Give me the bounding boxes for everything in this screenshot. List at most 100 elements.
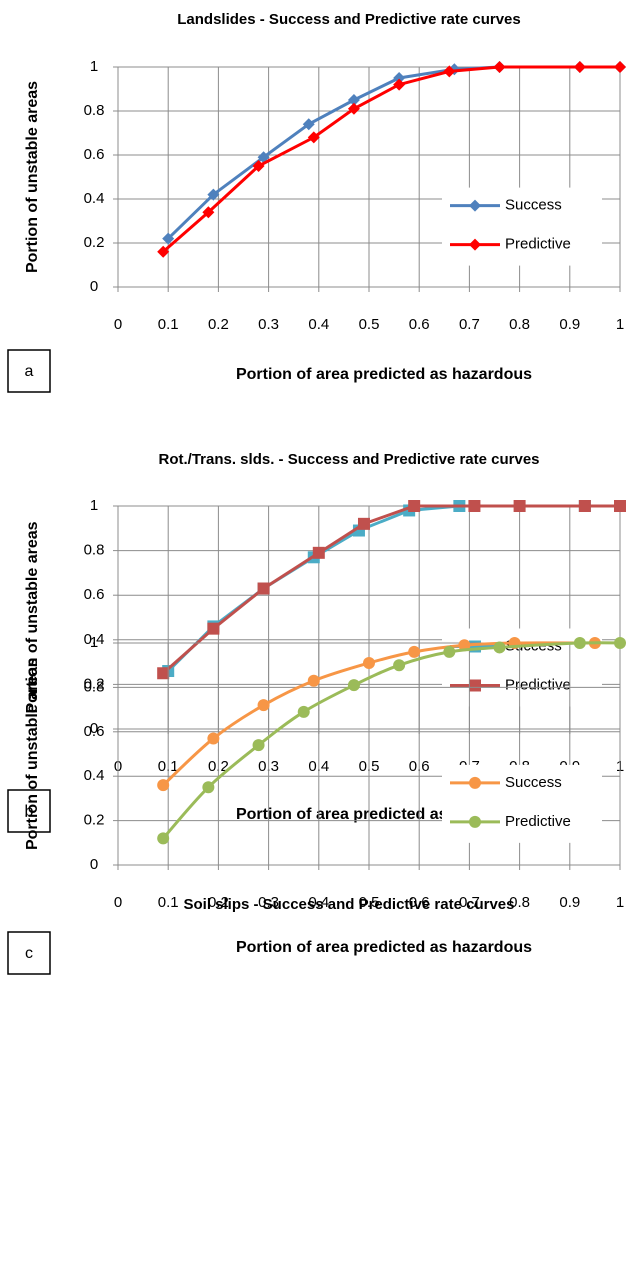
x-tick-label: 0.2 [208, 316, 229, 333]
x-tick-label: 0.2 [208, 894, 229, 911]
y-tick-label: 0.2 [84, 675, 105, 692]
marker [469, 815, 481, 828]
marker [614, 637, 626, 649]
marker [469, 238, 481, 251]
x-tick-label: 0.3 [258, 316, 279, 333]
marker [157, 832, 170, 845]
marker [408, 645, 421, 658]
marker [257, 582, 270, 595]
marker [252, 739, 265, 752]
legend-box [442, 187, 602, 266]
y-axis-label: Portion of unstable areas [24, 658, 41, 850]
marker [614, 61, 626, 73]
marker [307, 131, 320, 144]
panel-box [7, 349, 51, 393]
marker [513, 500, 526, 512]
marker [614, 500, 626, 512]
marker [302, 118, 315, 131]
chart-title: Landslides - Success and Predictive rate… [177, 11, 521, 28]
marker [162, 232, 175, 245]
y-tick-label: 0.2 [84, 234, 105, 251]
panel-label: b [25, 803, 34, 820]
legend-box [442, 764, 602, 843]
x-tick-label: 0.9 [559, 894, 580, 911]
marker [469, 776, 481, 789]
x-tick-label: 0.7 [459, 316, 480, 333]
marker [347, 94, 360, 106]
y-tick-label: 0.8 [84, 678, 105, 695]
y-tick-label: 1 [90, 634, 98, 651]
x-tick-label: 0 [114, 316, 122, 333]
marker [207, 622, 220, 635]
chart-title: Rot./Trans. slds. - Success and Predicti… [159, 451, 540, 468]
y-tick-label: 0.8 [84, 542, 105, 559]
marker [207, 188, 220, 201]
x-tick-label: 0 [114, 894, 122, 911]
x-tick-label: 0.3 [258, 894, 279, 911]
marker [443, 645, 456, 658]
x-tick-label: 0.6 [409, 894, 430, 911]
x-tick-label: 0.7 [459, 894, 480, 911]
marker [307, 674, 320, 687]
y-tick-label: 0.4 [84, 190, 105, 207]
y-tick-label: 0 [90, 856, 98, 873]
marker [297, 705, 310, 718]
marker [157, 779, 170, 792]
y-tick-label: 0 [90, 720, 98, 737]
marker [573, 61, 586, 73]
series-line [162, 65, 620, 253]
legend-label: Predictive [505, 236, 571, 253]
marker [393, 659, 406, 672]
x-axis-label: Portion of area predicted as hazardous [236, 939, 532, 956]
series-line [162, 504, 620, 675]
marker [443, 65, 456, 78]
marker [493, 641, 506, 654]
marker [357, 517, 370, 530]
y-tick-label: 0.4 [84, 631, 105, 648]
x-tick-label: 0.4 [308, 894, 329, 911]
y-tick-label: 0.6 [84, 586, 105, 603]
marker [207, 732, 220, 745]
x-tick-label: 0.9 [559, 316, 580, 333]
marker [493, 61, 506, 73]
marker [202, 206, 215, 219]
marker [257, 699, 270, 712]
x-tick-label: 0.1 [158, 894, 179, 911]
x-axis-label: Portion of area predicted as hazardous [236, 366, 532, 383]
panel-box [7, 789, 51, 833]
y-tick-label: 0 [90, 278, 98, 295]
x-tick-label: 0.5 [359, 894, 380, 911]
marker [157, 245, 170, 258]
x-tick-label: 0.1 [158, 316, 179, 333]
marker [393, 78, 406, 91]
y-tick-label: 0.6 [84, 723, 105, 740]
marker [469, 679, 481, 692]
x-tick-label: 0.8 [509, 894, 530, 911]
panel-box [7, 931, 51, 975]
y-tick-label: 1 [90, 58, 98, 75]
panel-label: c [25, 945, 33, 962]
y-axis-label: Portion of unstable areas [24, 521, 41, 713]
marker [408, 500, 421, 512]
legend-label: Predictive [505, 813, 571, 830]
marker [578, 500, 591, 512]
y-tick-label: 0.2 [84, 812, 105, 829]
x-tick-label: 1 [616, 894, 624, 911]
marker [573, 637, 586, 649]
x-tick-label: 0.8 [509, 316, 530, 333]
legend-label: Success [505, 197, 562, 214]
marker [468, 500, 481, 512]
y-tick-label: 0.4 [84, 767, 105, 784]
marker [202, 781, 215, 794]
y-tick-label: 1 [90, 497, 98, 514]
x-tick-label: 0.4 [308, 316, 329, 333]
marker [157, 667, 170, 680]
marker [393, 72, 406, 84]
legend-label: Success [505, 774, 562, 791]
x-tick-label: 0.6 [409, 316, 430, 333]
marker [363, 656, 375, 669]
chart-title: Soil slips - Success and Predictive rate… [184, 896, 515, 913]
legend-label: Predictive [505, 676, 571, 693]
marker [469, 199, 481, 212]
